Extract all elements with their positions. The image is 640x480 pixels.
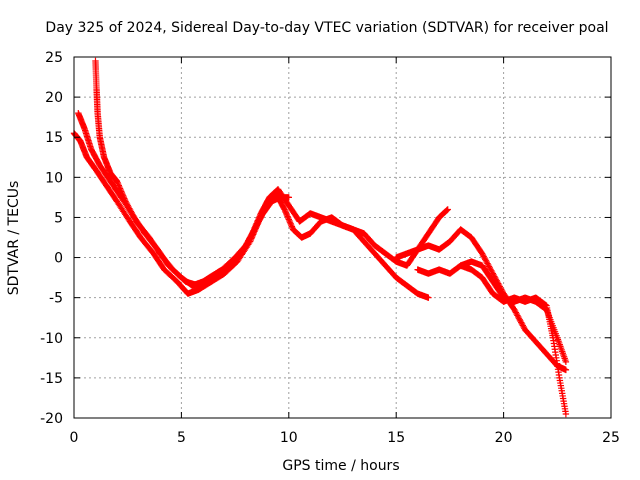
y-axis-title: SDTVAR / TECUs bbox=[6, 181, 22, 296]
data-point bbox=[119, 191, 126, 198]
data-point bbox=[118, 188, 125, 195]
data-point bbox=[288, 221, 295, 229]
x-tick-label: 25 bbox=[602, 430, 620, 446]
data-points bbox=[70, 57, 570, 418]
x-tick-label: 15 bbox=[387, 430, 405, 446]
data-point bbox=[117, 186, 124, 194]
x-tick-label: 5 bbox=[177, 430, 186, 446]
data-point bbox=[113, 178, 121, 185]
data-point bbox=[283, 211, 291, 219]
data-point bbox=[282, 209, 289, 216]
y-tick-label: -5 bbox=[49, 291, 63, 307]
x-tick-label: 10 bbox=[280, 430, 298, 446]
y-tick-label: 10 bbox=[45, 170, 63, 186]
series-track-c bbox=[92, 57, 292, 289]
y-tick-label: -15 bbox=[40, 371, 63, 387]
data-point bbox=[281, 207, 289, 215]
data-point bbox=[286, 217, 293, 225]
data-point bbox=[285, 216, 292, 223]
data-point bbox=[285, 194, 292, 201]
axes bbox=[73, 56, 612, 419]
chart-title: Day 325 of 2024, Sidereal Day-to-day VTE… bbox=[45, 20, 608, 36]
data-point bbox=[281, 206, 288, 213]
y-tick-label: 0 bbox=[54, 251, 63, 267]
data-point bbox=[120, 193, 127, 201]
tick-labels: 0 5 10 15 20 25 -20 -15 -10 -5 0 5 10 15 20 25 bbox=[40, 50, 620, 446]
data-point bbox=[116, 183, 123, 191]
data-point bbox=[425, 294, 432, 301]
data-point bbox=[114, 179, 121, 186]
x-tick-label: 20 bbox=[495, 430, 513, 446]
y-tick-label: 15 bbox=[45, 130, 63, 146]
data-point bbox=[286, 219, 294, 226]
data-point bbox=[118, 189, 126, 197]
data-point bbox=[287, 220, 294, 227]
data-point bbox=[116, 185, 124, 192]
x-tick-label: 0 bbox=[70, 430, 79, 446]
y-tick-label: -10 bbox=[40, 331, 63, 347]
data-point bbox=[444, 206, 451, 213]
y-tick-label: -20 bbox=[40, 411, 63, 427]
data-point bbox=[119, 192, 127, 199]
y-tick-label: 5 bbox=[54, 210, 63, 226]
data-point bbox=[114, 181, 122, 188]
plot-frame bbox=[73, 56, 612, 419]
series-track-d bbox=[393, 226, 570, 374]
series-track-f bbox=[457, 258, 570, 366]
data-point bbox=[562, 358, 570, 366]
y-tick-label: 20 bbox=[45, 90, 63, 106]
data-point bbox=[121, 195, 128, 202]
data-point bbox=[121, 196, 129, 204]
grid bbox=[74, 57, 611, 418]
data-point bbox=[115, 182, 123, 189]
data-point bbox=[288, 223, 296, 230]
y-tick-label: 25 bbox=[45, 50, 63, 66]
data-point bbox=[284, 214, 292, 222]
data-point bbox=[562, 366, 570, 374]
data-point bbox=[562, 410, 570, 418]
data-point bbox=[284, 213, 291, 220]
data-point bbox=[283, 210, 290, 217]
x-axis-title: GPS time / hours bbox=[282, 458, 399, 474]
